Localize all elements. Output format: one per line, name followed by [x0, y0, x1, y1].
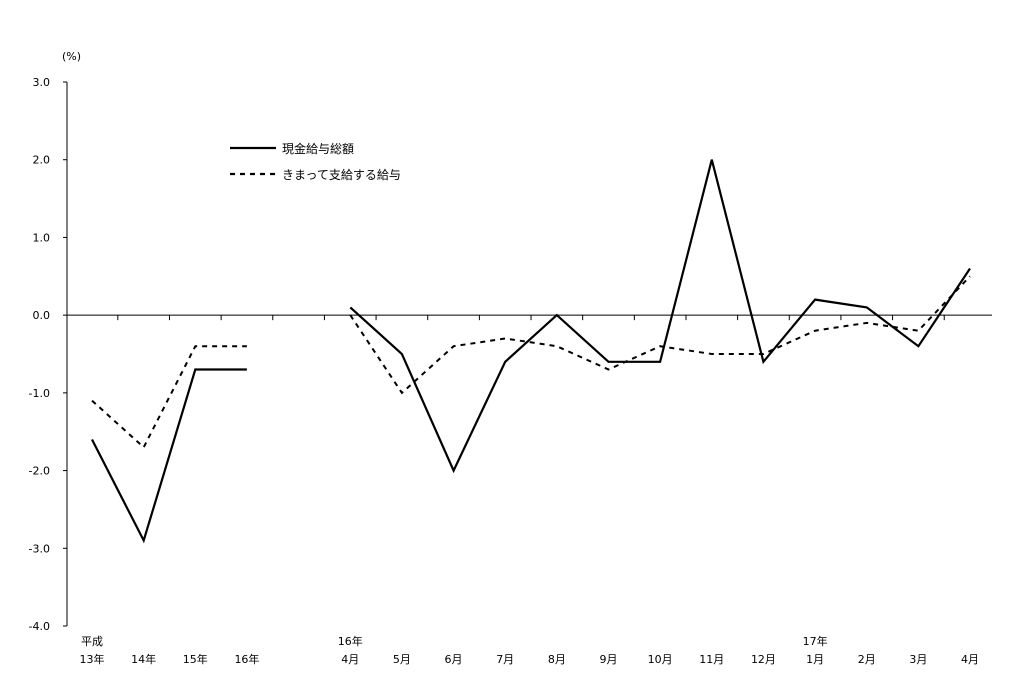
series-lines — [91, 159, 971, 544]
series-line-total-cash-earnings — [349, 159, 971, 474]
series-line-total-cash-earnings — [91, 368, 247, 544]
x-tick-label: 14年 — [131, 652, 156, 666]
x-tick-label: 15年 — [183, 652, 208, 666]
x-tick-label: 4月 — [341, 653, 359, 666]
y-tick-label: -2.0 — [29, 465, 50, 478]
x-tick-label: 4月 — [961, 653, 979, 666]
y-tick-label: -4.0 — [29, 620, 50, 633]
x-tick-label: 16年 — [234, 652, 259, 666]
x-tick-label-top: 16年 — [338, 634, 363, 648]
x-tick-label: 3月 — [909, 653, 927, 666]
x-tick-label: 2月 — [858, 653, 876, 666]
y-tick-label: 0.0 — [33, 309, 51, 322]
x-tick-label: 8月 — [548, 653, 566, 666]
x-tick-labels: 平成 13年 14年 15年 16年 16年 4月 5月 6月 7月 8月 9月 10月 11月 12月 17… — [80, 634, 980, 666]
legend-label: きまって支給する給与 — [282, 168, 401, 182]
x-tick-label: 12月 — [751, 653, 776, 666]
x-tick-label: 11月 — [699, 653, 724, 666]
axes — [63, 81, 992, 627]
x-tick-label: 1月 — [806, 653, 824, 666]
y-tick-label: -3.0 — [29, 542, 50, 555]
series-line-scheduled-earnings — [91, 345, 247, 449]
y-tick-label: -1.0 — [29, 387, 50, 400]
x-tick-label: 5月 — [393, 653, 411, 666]
legend-label: 現金給与総額 — [282, 141, 354, 156]
x-tick-label: 6月 — [445, 653, 463, 666]
x-tick-label: 9月 — [600, 653, 618, 666]
y-tick-label: 1.0 — [33, 231, 51, 244]
series-line-scheduled-earnings — [349, 275, 971, 395]
y-tick-label: 3.0 — [33, 76, 51, 89]
x-tick-label-top: 17年 — [803, 634, 828, 648]
y-tick-labels: 3.0 2.0 1.0 0.0 -1.0 -2.0 -3.0 -4.0 — [29, 76, 50, 633]
x-tick-label: 7月 — [496, 653, 514, 666]
x-tick-label: 13年 — [80, 652, 105, 666]
x-tick-label: 10月 — [648, 653, 673, 666]
x-tick-label-top: 平成 — [81, 635, 103, 648]
y-unit-label: (%) — [62, 50, 81, 63]
y-tick-label: 2.0 — [33, 154, 51, 167]
